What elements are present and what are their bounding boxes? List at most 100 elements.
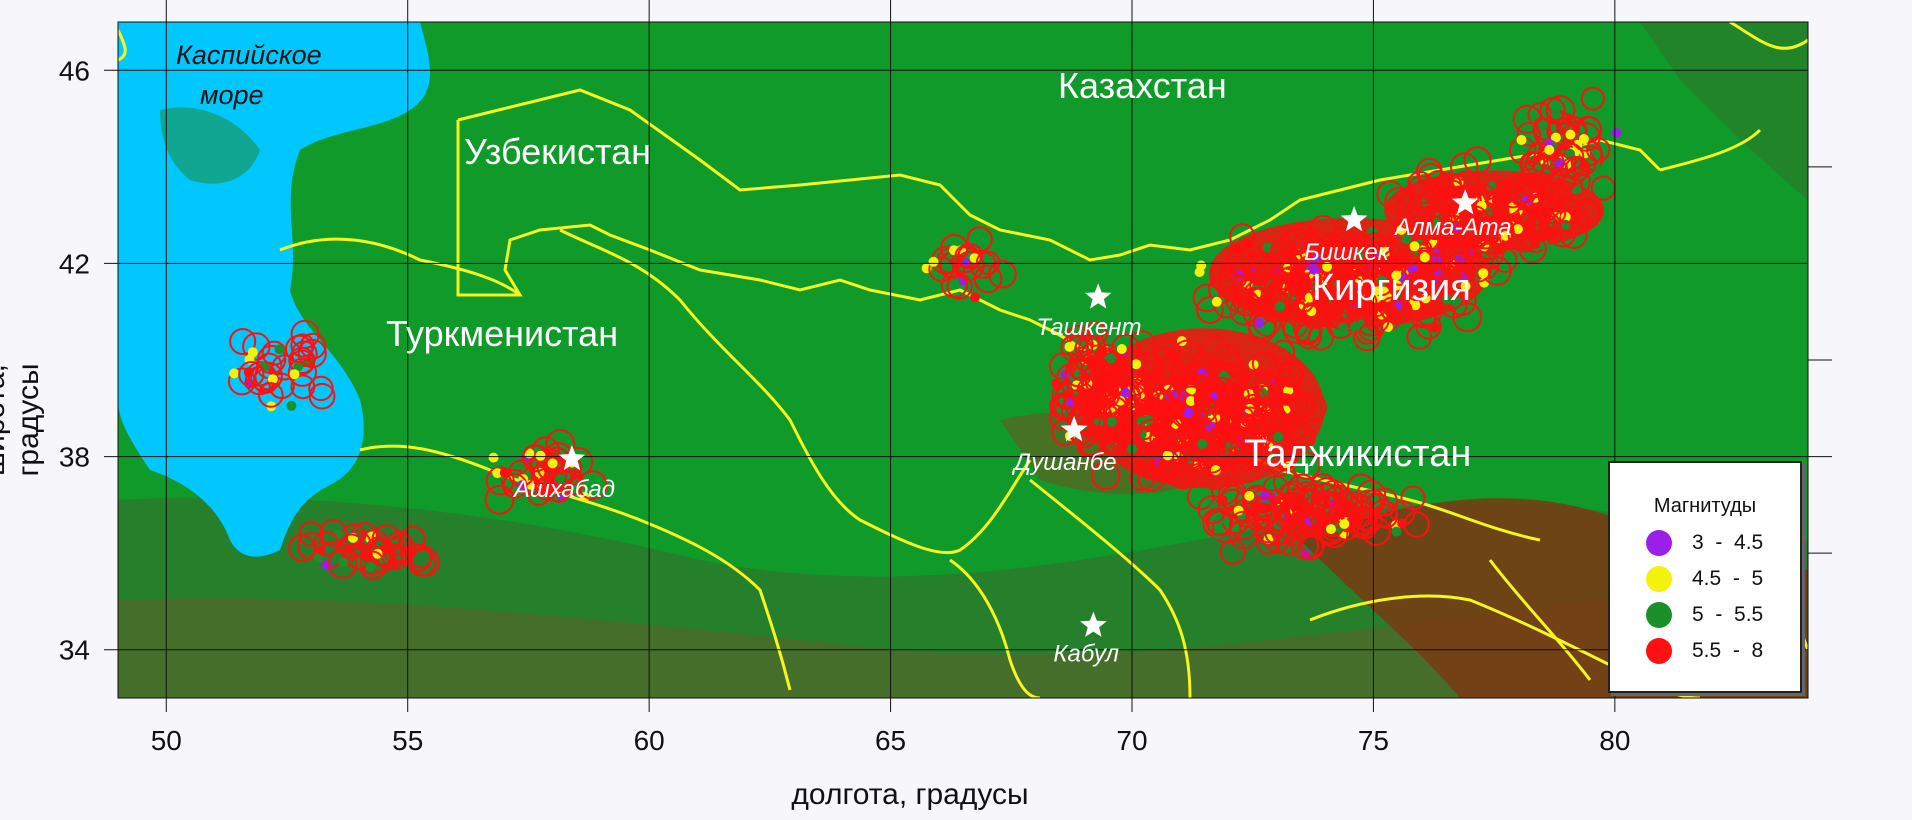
city-label: Кабул <box>1053 641 1119 668</box>
quake-ring <box>1519 151 1546 178</box>
quake-ring <box>1309 214 1338 243</box>
axis-ticks: 50 55 60 65 70 75 80 34 38 42 46 <box>59 55 1832 756</box>
quake-dot <box>928 256 939 267</box>
quake-ring <box>1530 192 1560 222</box>
quake-ring <box>1282 416 1308 441</box>
quake-dot <box>1117 405 1128 416</box>
quake-ring <box>1193 386 1221 414</box>
quake-dot <box>1485 180 1496 191</box>
quake-dot <box>1611 127 1622 138</box>
quake-dot <box>1451 297 1462 308</box>
quake-ring <box>1208 275 1236 304</box>
quake-dot <box>547 458 558 469</box>
quake-ring <box>1402 271 1433 302</box>
quake-dot <box>488 452 499 463</box>
quake-ring <box>1251 496 1277 522</box>
quake-ring <box>1212 343 1241 372</box>
quake-ring <box>1361 260 1388 287</box>
quake-ring <box>1545 95 1576 125</box>
quake-dot <box>1572 186 1583 196</box>
quake-ring <box>1342 277 1368 304</box>
quake-dot <box>1309 265 1320 275</box>
quake-dot <box>289 369 300 380</box>
quake-ring <box>1285 495 1311 521</box>
quake-dot <box>1064 341 1075 352</box>
quake-dot <box>1391 270 1402 281</box>
quake-dot <box>1537 120 1548 131</box>
quake-dot <box>555 474 566 484</box>
city-label: Душанбе <box>1011 449 1117 476</box>
x-tick-label: 60 <box>634 725 665 756</box>
city-label: Ашхабад <box>512 476 615 503</box>
legend-item-label: 3 - 4.5 <box>1692 531 1764 554</box>
quake-dot <box>1544 144 1555 155</box>
quake-dot <box>1476 200 1487 211</box>
quake-ring <box>1226 445 1253 471</box>
quake-ring <box>359 550 385 576</box>
quake-dot <box>1550 132 1561 143</box>
quake-ring <box>1518 234 1547 264</box>
quake-dot <box>1550 109 1561 120</box>
quake-ring <box>287 357 317 387</box>
quake-ring <box>290 333 315 358</box>
caspian-label-2: море <box>200 80 264 110</box>
quake-ring <box>1137 463 1166 493</box>
quake-ring <box>1492 247 1518 273</box>
y-tick-label: 42 <box>59 248 90 279</box>
quake-dot <box>1391 526 1402 537</box>
quake-ring <box>257 382 284 408</box>
quake-ring <box>1475 209 1503 237</box>
quake-ring <box>1232 498 1258 524</box>
legend-item-label: 4.5 - 5 <box>1692 567 1764 590</box>
quake-dot <box>1254 318 1265 328</box>
quake-ring <box>1205 402 1236 433</box>
x-tick-label: 70 <box>1116 725 1147 756</box>
quake-ring <box>1516 168 1546 198</box>
quake-ring <box>954 250 985 281</box>
quake-ring <box>1218 438 1246 466</box>
quake-ring <box>1192 283 1222 313</box>
quake-ring <box>1273 381 1298 406</box>
quake-ring <box>1276 376 1302 402</box>
quake-ring <box>1300 502 1327 529</box>
quake-ring <box>1167 411 1194 437</box>
quake-dot <box>1555 158 1566 169</box>
quake-dot <box>1211 296 1222 307</box>
quake-dot <box>499 467 510 478</box>
quake-ring <box>1512 104 1542 134</box>
quake-ring <box>1074 334 1102 362</box>
quake-dot <box>1516 135 1527 145</box>
quake-dot <box>1409 241 1420 252</box>
quake-dot <box>1492 194 1503 205</box>
quake-ring <box>1163 458 1192 487</box>
quake-ring <box>1153 357 1179 383</box>
quake-ring <box>1297 483 1328 514</box>
quake-ring <box>1425 169 1452 196</box>
quake-ring <box>298 521 324 547</box>
quake-dot <box>524 448 535 459</box>
quake-dot <box>1185 396 1196 406</box>
earthquake-markers <box>227 86 1622 580</box>
quake-dot <box>1051 378 1061 389</box>
quake-dot <box>970 292 980 303</box>
quake-ring <box>345 542 374 571</box>
quake-ring <box>327 549 358 579</box>
quake-ring <box>1282 314 1312 345</box>
quake-ring <box>1274 246 1303 275</box>
quake-ring <box>1424 252 1452 280</box>
quake-ring <box>285 334 314 363</box>
ne-highlands <box>1640 22 1808 200</box>
quake-ring <box>1320 519 1349 549</box>
quake-ring <box>1397 204 1423 230</box>
quake-ring <box>1337 280 1364 307</box>
quake-ring <box>338 533 365 560</box>
quake-ring <box>1098 351 1128 381</box>
shore-shelf <box>160 107 260 184</box>
quake-ring <box>1407 193 1437 224</box>
quake-ring <box>1112 427 1143 457</box>
quake-ring <box>408 548 437 577</box>
quake-ring <box>1400 485 1426 511</box>
x-tick-label: 65 <box>875 725 906 756</box>
quake-dot <box>1512 224 1523 235</box>
quake-ring <box>1239 435 1270 466</box>
